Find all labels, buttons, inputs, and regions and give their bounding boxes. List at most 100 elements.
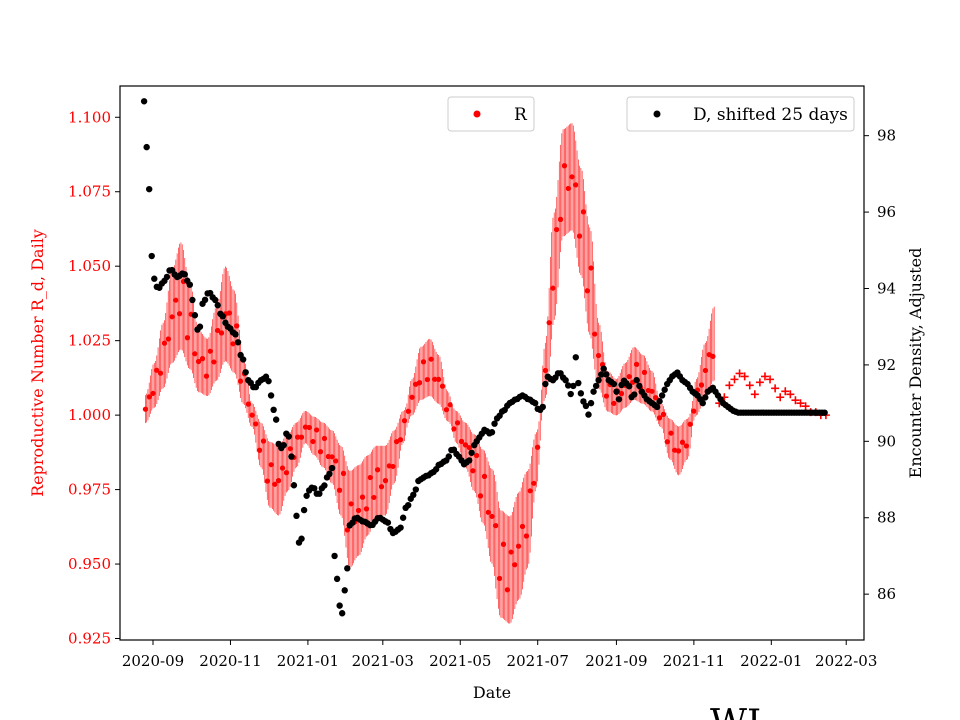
d-point	[298, 535, 305, 542]
r-point	[161, 340, 168, 346]
r-point	[691, 408, 697, 414]
r-point	[710, 353, 716, 359]
r-point	[359, 494, 366, 500]
r-point	[318, 449, 324, 455]
d-point	[311, 485, 318, 492]
left-axis-ticks: 0.925 0.950 0.975 1.000 1.025 1.050 1.075 1.100	[68, 108, 120, 648]
d-point	[564, 382, 572, 389]
r-point	[443, 407, 449, 413]
x-tick-label: 2020-09	[122, 652, 184, 670]
r-point	[603, 393, 609, 399]
d-point	[384, 519, 392, 526]
r-point	[698, 382, 705, 388]
r-point	[150, 390, 156, 396]
r-point	[466, 444, 472, 451]
d-point	[186, 281, 194, 288]
r-point	[173, 297, 179, 303]
d-point	[702, 394, 709, 401]
left-tick-label: 1.100	[68, 108, 111, 126]
left-tick-label: 1.075	[68, 183, 111, 201]
r-plus-point	[776, 393, 785, 402]
d-point	[201, 296, 209, 304]
d-point	[265, 377, 272, 385]
d-point	[597, 371, 605, 378]
r-point	[249, 412, 255, 418]
d-point	[613, 388, 620, 395]
d-point	[491, 420, 498, 427]
r-point	[500, 541, 507, 547]
d-point	[630, 391, 638, 398]
r-plus-point	[735, 369, 744, 378]
d-point	[590, 388, 597, 395]
r-point	[314, 427, 320, 433]
r-point	[687, 421, 693, 427]
d-point	[625, 383, 633, 390]
r-point	[203, 373, 209, 379]
r-plus-point	[801, 402, 810, 411]
r-point	[382, 478, 388, 484]
d-point	[615, 396, 623, 403]
d-point	[592, 382, 600, 390]
r-point	[154, 367, 160, 373]
r-point	[279, 465, 286, 471]
r-point	[226, 310, 232, 316]
d-point	[656, 398, 663, 405]
r-point	[257, 447, 263, 453]
x-tick-label: 2022-03	[815, 652, 877, 670]
d-point	[699, 399, 706, 407]
d-point	[143, 143, 150, 151]
r-point	[542, 367, 548, 374]
d-point	[267, 392, 275, 399]
r-point	[276, 478, 282, 484]
x-tick-label: 2021-03	[352, 652, 414, 670]
r-point	[245, 401, 251, 407]
r-point	[451, 426, 457, 432]
r-point	[287, 446, 293, 452]
legend-d-box	[626, 96, 855, 132]
d-point	[410, 491, 417, 499]
r-point	[169, 314, 175, 320]
r-point	[523, 533, 529, 539]
d-point	[326, 470, 333, 477]
r-point	[333, 458, 339, 464]
r-point	[234, 323, 240, 329]
d-point	[316, 490, 323, 497]
r-point	[485, 509, 491, 515]
d-point	[333, 575, 341, 583]
r-point	[272, 481, 278, 487]
r-point	[561, 163, 567, 169]
r-point	[504, 587, 510, 593]
right-tick-label: 92	[877, 356, 896, 374]
r-point	[367, 474, 373, 481]
r-point	[470, 468, 476, 474]
left-tick-label: 1.050	[68, 257, 111, 275]
r-plus-point	[750, 390, 759, 399]
d-point	[328, 464, 336, 472]
r-point	[260, 438, 267, 444]
right-tick-label: 90	[877, 432, 896, 450]
d-point	[445, 453, 453, 460]
right-tick-label: 98	[877, 127, 896, 145]
r-plus-point	[725, 381, 734, 390]
d-point	[300, 506, 308, 514]
x-tick-label: 2020-11	[199, 652, 261, 670]
right-tick-label: 86	[877, 585, 896, 603]
r-point	[573, 182, 579, 188]
d-point	[196, 323, 204, 330]
r-point	[458, 438, 465, 445]
left-tick-label: 0.950	[68, 555, 111, 573]
r-point	[165, 336, 171, 342]
r-point	[527, 488, 533, 494]
r-plus-point	[760, 372, 769, 381]
r-point	[321, 435, 328, 442]
left-tick-label: 0.975	[68, 481, 111, 499]
left-tick-label: 1.000	[68, 406, 111, 424]
d-point	[288, 453, 295, 460]
r-point	[531, 480, 537, 486]
r-point	[344, 527, 350, 533]
r-plus-point	[745, 381, 754, 390]
d-point	[140, 98, 148, 105]
d-point	[603, 371, 610, 378]
r-point	[378, 484, 385, 490]
d-point	[285, 433, 293, 440]
